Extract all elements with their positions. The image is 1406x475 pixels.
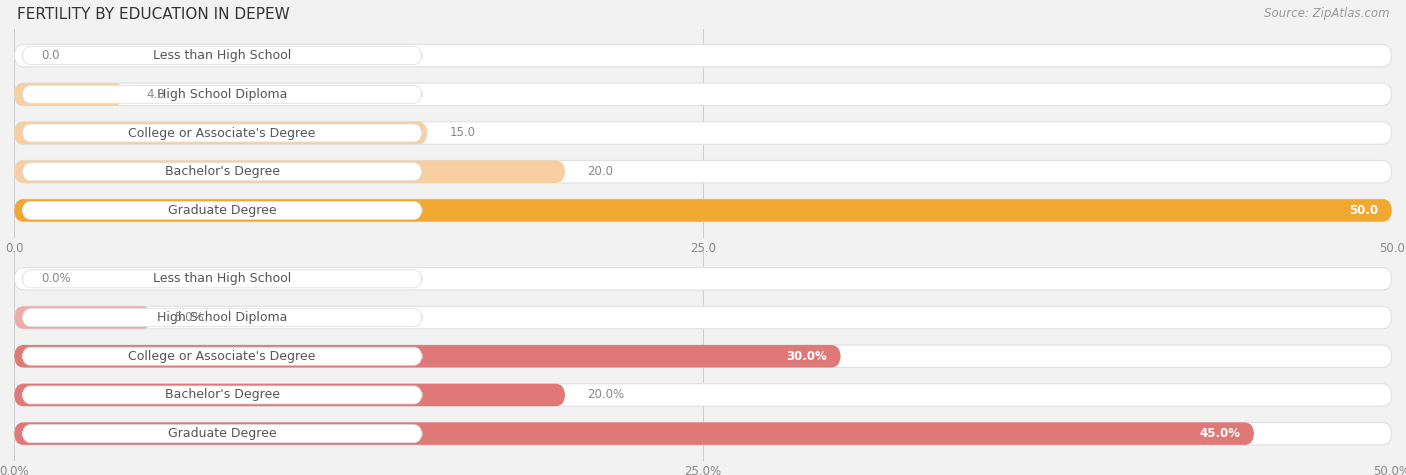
- FancyBboxPatch shape: [14, 122, 1392, 144]
- FancyBboxPatch shape: [22, 47, 422, 65]
- FancyBboxPatch shape: [22, 425, 422, 443]
- Text: 0.0: 0.0: [42, 49, 60, 62]
- Text: 20.0%: 20.0%: [588, 389, 624, 401]
- FancyBboxPatch shape: [14, 122, 427, 144]
- Text: Less than High School: Less than High School: [153, 49, 291, 62]
- Text: High School Diploma: High School Diploma: [157, 311, 287, 324]
- Text: Bachelor's Degree: Bachelor's Degree: [165, 389, 280, 401]
- FancyBboxPatch shape: [14, 345, 1392, 368]
- Text: College or Associate's Degree: College or Associate's Degree: [128, 350, 316, 363]
- FancyBboxPatch shape: [14, 44, 1392, 67]
- FancyBboxPatch shape: [14, 267, 1392, 290]
- Text: 50.0: 50.0: [1348, 204, 1378, 217]
- FancyBboxPatch shape: [14, 199, 1392, 222]
- FancyBboxPatch shape: [22, 201, 422, 219]
- Text: 45.0%: 45.0%: [1199, 427, 1240, 440]
- FancyBboxPatch shape: [14, 306, 1392, 329]
- Text: High School Diploma: High School Diploma: [157, 88, 287, 101]
- FancyBboxPatch shape: [22, 386, 422, 404]
- Text: Graduate Degree: Graduate Degree: [167, 204, 277, 217]
- FancyBboxPatch shape: [14, 345, 841, 368]
- FancyBboxPatch shape: [22, 309, 422, 326]
- FancyBboxPatch shape: [14, 422, 1254, 445]
- FancyBboxPatch shape: [22, 86, 422, 103]
- FancyBboxPatch shape: [22, 270, 422, 288]
- FancyBboxPatch shape: [14, 199, 1392, 222]
- FancyBboxPatch shape: [14, 83, 1392, 105]
- Text: Less than High School: Less than High School: [153, 272, 291, 285]
- Text: Source: ZipAtlas.com: Source: ZipAtlas.com: [1264, 7, 1389, 20]
- Text: Graduate Degree: Graduate Degree: [167, 427, 277, 440]
- Text: FERTILITY BY EDUCATION IN DEPEW: FERTILITY BY EDUCATION IN DEPEW: [17, 7, 290, 22]
- FancyBboxPatch shape: [14, 422, 1392, 445]
- Text: 0.0%: 0.0%: [42, 272, 72, 285]
- FancyBboxPatch shape: [14, 161, 1392, 183]
- FancyBboxPatch shape: [22, 124, 422, 142]
- Text: 30.0%: 30.0%: [786, 350, 827, 363]
- Text: Bachelor's Degree: Bachelor's Degree: [165, 165, 280, 178]
- FancyBboxPatch shape: [14, 384, 1392, 406]
- Text: 5.0%: 5.0%: [174, 311, 204, 324]
- Text: 15.0: 15.0: [450, 126, 475, 140]
- FancyBboxPatch shape: [22, 163, 422, 180]
- Text: 20.0: 20.0: [588, 165, 613, 178]
- FancyBboxPatch shape: [14, 161, 565, 183]
- FancyBboxPatch shape: [14, 384, 565, 406]
- Text: College or Associate's Degree: College or Associate's Degree: [128, 126, 316, 140]
- FancyBboxPatch shape: [14, 83, 124, 105]
- FancyBboxPatch shape: [22, 347, 422, 365]
- FancyBboxPatch shape: [14, 306, 152, 329]
- Text: 4.0: 4.0: [146, 88, 165, 101]
